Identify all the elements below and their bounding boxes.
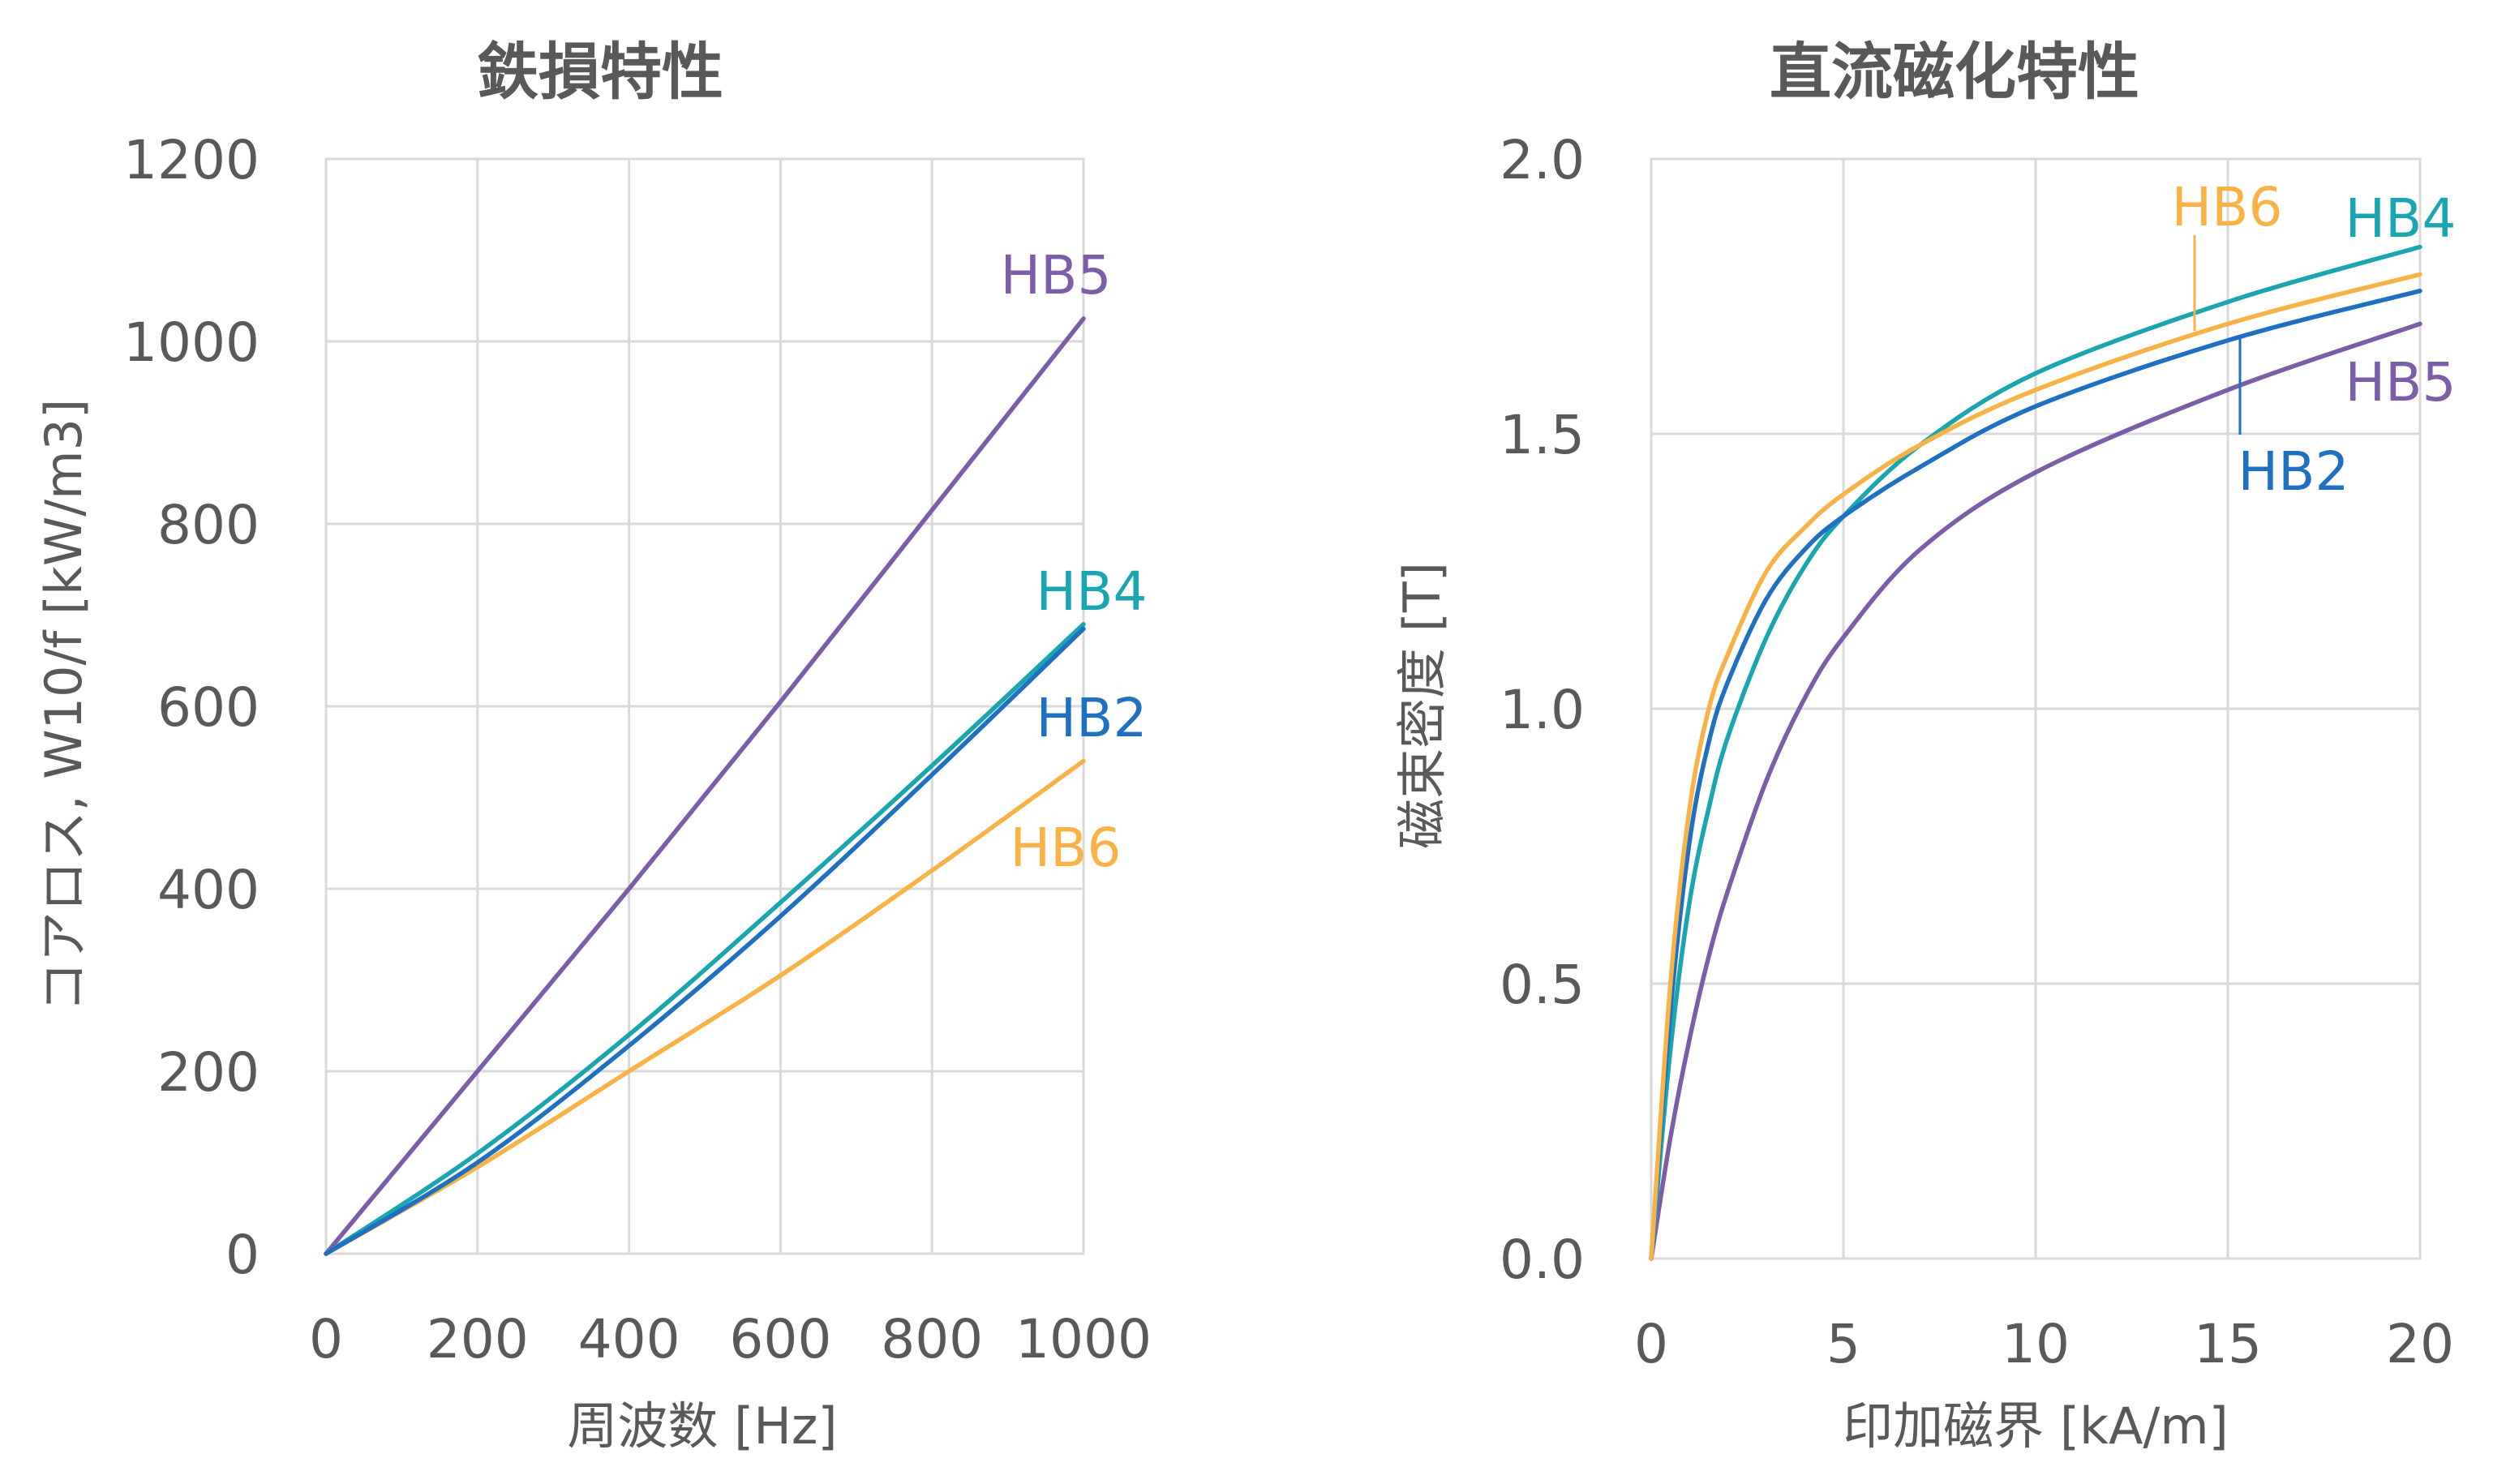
y-tick-label: 600	[157, 676, 260, 739]
x-tick-label: 5	[1826, 1313, 1860, 1375]
x-tick-label: 0	[309, 1308, 343, 1370]
chart-title: 直流磁化特性	[1770, 36, 2139, 108]
series-line-hb5	[324, 316, 1086, 1256]
y-tick-label: 1000	[123, 311, 260, 374]
series-line-hb6	[1649, 272, 2422, 1261]
magnetization-chart: 直流磁化特性 0.0 0.5 1.0 1.5 2.0 0 5 10 15 2	[1392, 36, 2456, 1456]
series-line-hb2	[1649, 288, 2422, 1261]
y-ticks: 0.0 0.5 1.0 1.5 2.0	[1500, 129, 1585, 1291]
label-leaders	[2193, 235, 2242, 435]
y-tick-label: 0.0	[1500, 1229, 1585, 1291]
series-labels: HB6 HB4 HB2 HB5	[2172, 176, 2457, 503]
x-tick-label: 400	[578, 1308, 680, 1370]
x-tick-label: 0	[1634, 1313, 1668, 1375]
x-ticks: 0 200 400 600 800 1000	[309, 1308, 1152, 1370]
series-lines	[1649, 244, 2422, 1261]
y-tick-label: 0.5	[1500, 954, 1585, 1016]
chart-title: 鉄損特性	[477, 36, 723, 108]
y-tick-label: 400	[157, 859, 260, 921]
x-tick-label: 10	[2002, 1313, 2070, 1375]
series-line-hb4	[324, 622, 1086, 1256]
plot-area	[1650, 157, 2422, 1260]
series-line-hb5	[1649, 321, 2422, 1261]
series-line-hb4	[1649, 244, 2422, 1261]
x-tick-label: 15	[2194, 1313, 2262, 1375]
core-loss-chart: 鉄損特性 0 200 400 600 800 1000 1200	[34, 36, 1152, 1456]
series-line-hb6	[324, 758, 1086, 1256]
series-labels: HB5 HB4 HB2 HB6	[1001, 244, 1148, 879]
grid	[1650, 157, 2422, 1260]
y-tick-label: 0	[225, 1224, 260, 1286]
x-tick-label: 20	[2386, 1313, 2454, 1375]
x-ticks: 0 5 10 15 20	[1634, 1313, 2454, 1375]
series-label-hb2: HB2	[1036, 687, 1148, 749]
x-tick-label: 600	[729, 1308, 831, 1370]
series-label-hb6: HB6	[2172, 176, 2283, 238]
series-label-hb4: HB4	[1036, 560, 1148, 623]
y-ticks: 0 200 400 600 800 1000 1200	[123, 129, 260, 1286]
y-tick-label: 1.5	[1500, 404, 1585, 466]
y-axis-label: コアロス, W10/f [kW/m3]	[34, 399, 93, 1012]
y-tick-label: 2.0	[1500, 129, 1585, 191]
x-tick-label: 1000	[1015, 1308, 1152, 1370]
grid	[324, 157, 1085, 1255]
series-lines	[324, 316, 1086, 1256]
y-tick-label: 800	[157, 494, 260, 556]
x-tick-label: 200	[427, 1308, 529, 1370]
x-axis-label: 周波数 [Hz]	[567, 1396, 837, 1456]
y-tick-label: 1.0	[1500, 679, 1585, 741]
series-label-hb6: HB6	[1011, 817, 1122, 879]
y-axis-label: 磁束密度 [T]	[1392, 562, 1452, 849]
y-tick-label: 200	[157, 1041, 260, 1104]
plot-area	[324, 157, 1085, 1255]
x-tick-label: 800	[881, 1308, 983, 1370]
series-label-hb4: HB4	[2345, 187, 2457, 250]
series-line-hb2	[324, 626, 1086, 1256]
series-label-hb5: HB5	[1001, 244, 1112, 307]
series-label-hb2: HB2	[2238, 440, 2349, 503]
series-label-hb5: HB5	[2345, 351, 2457, 414]
x-axis-label: 印加磁界 [kA/m]	[1843, 1396, 2229, 1456]
y-tick-label: 1200	[123, 129, 260, 191]
